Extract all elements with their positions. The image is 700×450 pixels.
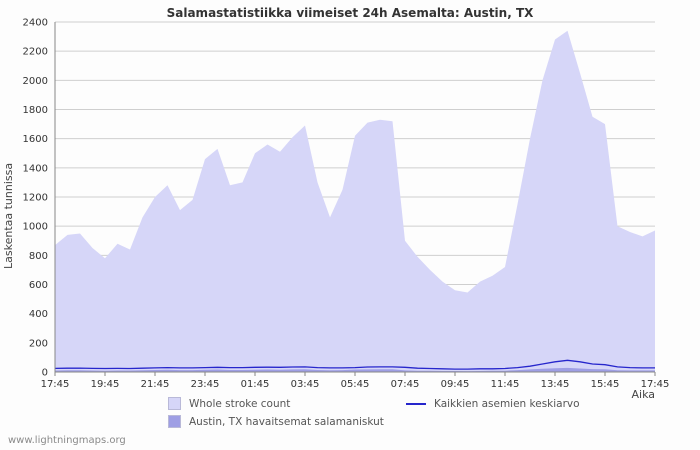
legend-swatch-area-icon [168, 397, 181, 410]
chart-title: Salamastatistiikka viimeiset 24h Asemalt… [166, 6, 534, 20]
site-link[interactable]: www.lightningmaps.org [8, 435, 126, 446]
legend-label-station-average: Kaikkien asemien keskiarvo [434, 397, 580, 410]
chart-legend: Whole stroke count Kaikkien asemien kesk… [168, 397, 580, 428]
x-tick-label: 17:45 [41, 379, 70, 390]
y-tick-label: 400 [29, 309, 48, 320]
y-tick-label: 600 [29, 280, 48, 291]
y-tick-label: 1400 [23, 163, 48, 174]
y-tick-label: 800 [29, 251, 48, 262]
x-tick-label: 09:45 [441, 379, 470, 390]
x-tick-label: 15:45 [591, 379, 620, 390]
y-tick-label: 2400 [23, 18, 48, 29]
x-tick-label: 23:45 [191, 379, 220, 390]
legend-item-austin-strokes: Austin, TX havaitsemat salamaniskut [168, 415, 396, 428]
area-series-1 [55, 367, 655, 372]
legend-swatch-line-icon [406, 402, 426, 405]
y-tick-label: 0 [42, 368, 48, 379]
legend-label-whole-stroke-count: Whole stroke count [189, 397, 291, 410]
y-tick-label: 200 [29, 338, 48, 349]
x-tick-label: 11:45 [491, 379, 520, 390]
x-tick-label: 13:45 [541, 379, 570, 390]
legend-label-austin-strokes: Austin, TX havaitsemat salamaniskut [189, 415, 384, 428]
legend-item-station-average: Kaikkien asemien keskiarvo [406, 397, 580, 410]
y-tick-label: 2000 [23, 76, 48, 87]
line-series-average [54, 359, 655, 370]
x-axis-label: Aika [631, 388, 656, 401]
x-tick-label: 07:45 [391, 379, 420, 390]
y-tick-label: 2200 [23, 47, 48, 58]
legend-swatch-area-dark-icon [168, 415, 181, 428]
x-tick-label: 01:45 [241, 379, 270, 390]
x-tick-label: 21:45 [141, 379, 170, 390]
y-tick-label: 1800 [23, 105, 48, 116]
y-tick-label: 1200 [23, 193, 48, 204]
y-tick-label: 1000 [23, 222, 48, 233]
y-tick-label: 1600 [23, 134, 48, 145]
x-tick-label: 05:45 [341, 379, 370, 390]
area-series-0 [55, 30, 655, 373]
x-tick-label: 03:45 [291, 379, 320, 390]
x-tick-label: 19:45 [91, 379, 120, 390]
legend-item-whole-stroke-count: Whole stroke count [168, 397, 396, 410]
x-tick-label: 17:45 [641, 379, 670, 390]
